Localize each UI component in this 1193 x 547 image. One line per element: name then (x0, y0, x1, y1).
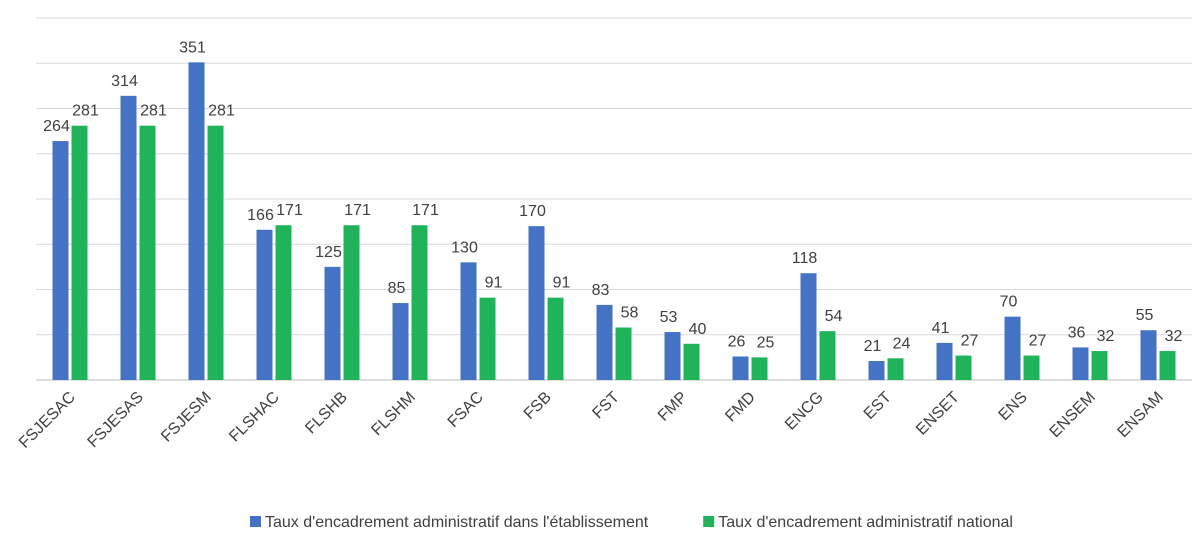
legend-label: Taux d'encadrement administratif nationa… (718, 514, 1013, 531)
value-label: 130 (451, 239, 478, 256)
value-label: 125 (315, 244, 342, 261)
bar (71, 125, 88, 380)
bar (1140, 330, 1157, 380)
value-label: 85 (388, 280, 406, 297)
bar (615, 327, 632, 380)
x-tick-label: EST (861, 389, 895, 423)
value-label: 53 (660, 309, 678, 326)
x-tick-label: ENCG (782, 389, 827, 434)
value-label: 70 (1000, 294, 1018, 311)
value-label: 351 (179, 39, 206, 56)
x-tick-label: FSB (521, 389, 555, 423)
value-label: 91 (485, 275, 503, 292)
bar (528, 226, 545, 380)
x-tick-label: FMP (655, 389, 691, 425)
bar (52, 141, 69, 380)
value-label: 54 (825, 308, 843, 325)
x-tick-label: FSJESM (158, 389, 215, 446)
bar (411, 225, 428, 380)
x-tick-label: ENSEM (1047, 389, 1099, 441)
bar (596, 304, 613, 380)
bar (139, 125, 156, 380)
bar (683, 343, 700, 380)
value-label: 281 (72, 103, 99, 120)
legend-label: Taux d'encadrement administratif dans l'… (265, 514, 649, 531)
bar (955, 355, 972, 380)
value-label: 58 (621, 305, 639, 322)
bar (732, 356, 749, 380)
value-label: 41 (932, 320, 950, 337)
value-label: 170 (519, 203, 546, 220)
x-tick-label: FSJESAS (85, 389, 147, 451)
value-label: 171 (276, 202, 303, 219)
value-label: 314 (111, 73, 138, 90)
bar (275, 225, 292, 380)
bar (936, 342, 953, 380)
value-label: 171 (412, 202, 439, 219)
value-label: 264 (43, 118, 70, 135)
bar (207, 125, 224, 380)
bar (324, 266, 341, 380)
bar (460, 262, 477, 380)
x-tick-label: ENSET (913, 389, 963, 439)
bar (256, 229, 273, 380)
legend-swatch (703, 516, 715, 527)
x-tick-label: FLSHAC (226, 389, 283, 446)
value-label: 83 (592, 282, 610, 299)
bar (1091, 351, 1108, 380)
value-label: 281 (140, 103, 167, 120)
legend-swatch (250, 516, 261, 527)
bar (819, 331, 836, 380)
bar (120, 95, 137, 380)
bar (1072, 347, 1089, 380)
value-label: 166 (247, 207, 274, 224)
value-label: 26 (728, 333, 746, 350)
value-label: 40 (689, 321, 707, 338)
x-tick-label: ENSAM (1115, 389, 1167, 441)
x-tick-label: FSJESAC (16, 389, 79, 452)
bar (800, 273, 817, 380)
value-label: 25 (757, 334, 775, 351)
bar (1023, 355, 1040, 380)
value-label: 32 (1097, 328, 1115, 345)
value-label: 21 (864, 338, 882, 355)
x-tick-label: FLSHM (368, 389, 418, 439)
value-label: 36 (1068, 324, 1086, 341)
bar (392, 303, 409, 380)
value-label: 27 (961, 333, 979, 350)
bar (664, 332, 681, 380)
bar (887, 358, 904, 380)
value-label: 55 (1136, 307, 1154, 324)
x-tick-label: ENS (996, 389, 1031, 424)
x-tick-label: FMD (722, 389, 759, 426)
bar (751, 357, 768, 380)
value-label: 171 (344, 202, 371, 219)
x-tick-label: FST (589, 389, 623, 423)
bar (868, 360, 885, 380)
x-tick-label: FLSHB (302, 389, 350, 437)
bar (188, 62, 205, 380)
value-label: 24 (893, 335, 911, 352)
bar (1159, 351, 1176, 380)
bar (547, 297, 564, 380)
bar (479, 297, 496, 380)
bar (343, 225, 360, 380)
x-tick-label: FSAC (445, 389, 487, 431)
value-label: 91 (553, 275, 571, 292)
value-label: 281 (208, 103, 235, 120)
value-label: 32 (1165, 328, 1183, 345)
value-label: 118 (792, 250, 818, 267)
value-label: 27 (1029, 333, 1047, 350)
bar (1004, 316, 1021, 380)
